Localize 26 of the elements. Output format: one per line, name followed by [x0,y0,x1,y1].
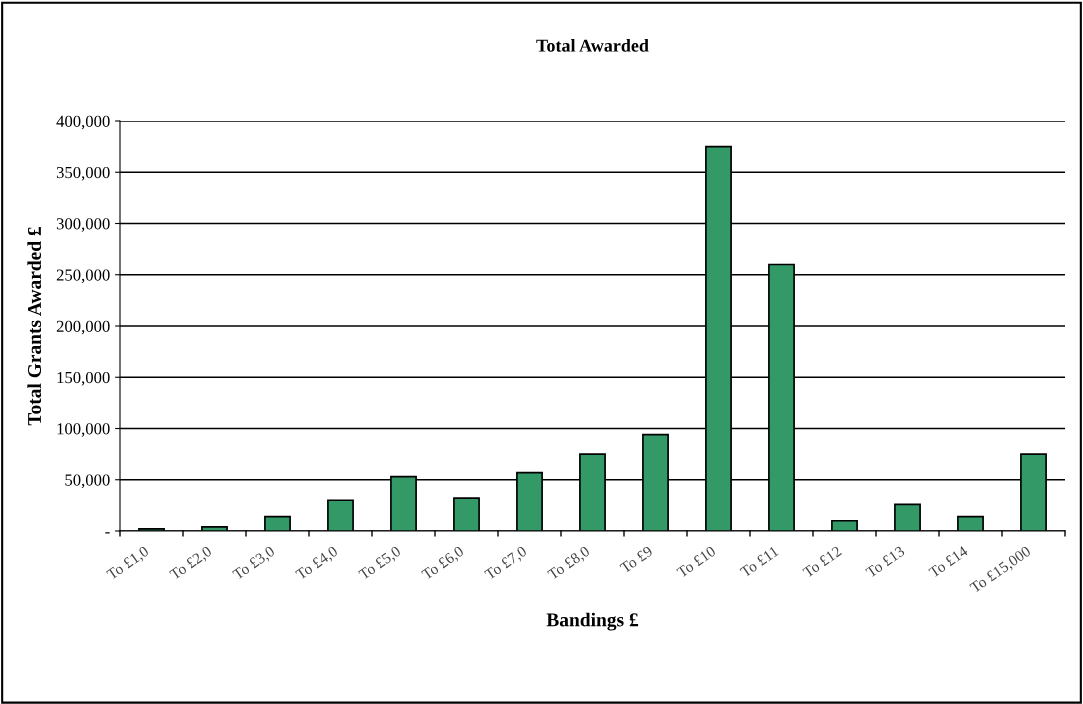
x-tick-label: To £6,0 [420,545,466,582]
x-tick-label: To £2,0 [168,545,214,582]
y-tick-label: - [105,532,110,534]
x-tick-label: To £9 [619,545,654,574]
y-tick-label: 100,000 [57,423,110,437]
y-tick-label: 200,000 [56,320,110,335]
x-tick-label: To £11 [739,545,779,578]
x-tick-label: To £10 [676,545,717,578]
x-tick-label: To £12 [802,545,843,578]
x-tick-label: To £7,0 [483,545,529,582]
y-tick-label: 350,000 [56,166,110,181]
y-tick-label: 150,000 [57,371,110,386]
x-tick-label: To £1,0 [105,545,151,582]
y-tick-label: 300,000 [56,218,110,232]
y-tick-label: 400,000 [56,115,110,130]
x-tick-label: To £8,0 [546,545,592,582]
y-tick-label: 50,000 [65,474,110,489]
x-tick-label: To £14 [928,545,969,578]
x-tick-label: To £3,0 [231,545,277,582]
x-tick-label: To £4,0 [294,545,340,582]
x-tick-label: To £5,0 [357,545,403,582]
chart-title: Total Awarded [536,39,649,52]
y-tick-label: 250,000 [56,269,110,284]
y-axis-title: Total Grants Awarded £ [27,226,42,426]
x-tick-label: To £13 [865,545,906,578]
x-axis-title: Bandings £ [546,612,639,631]
